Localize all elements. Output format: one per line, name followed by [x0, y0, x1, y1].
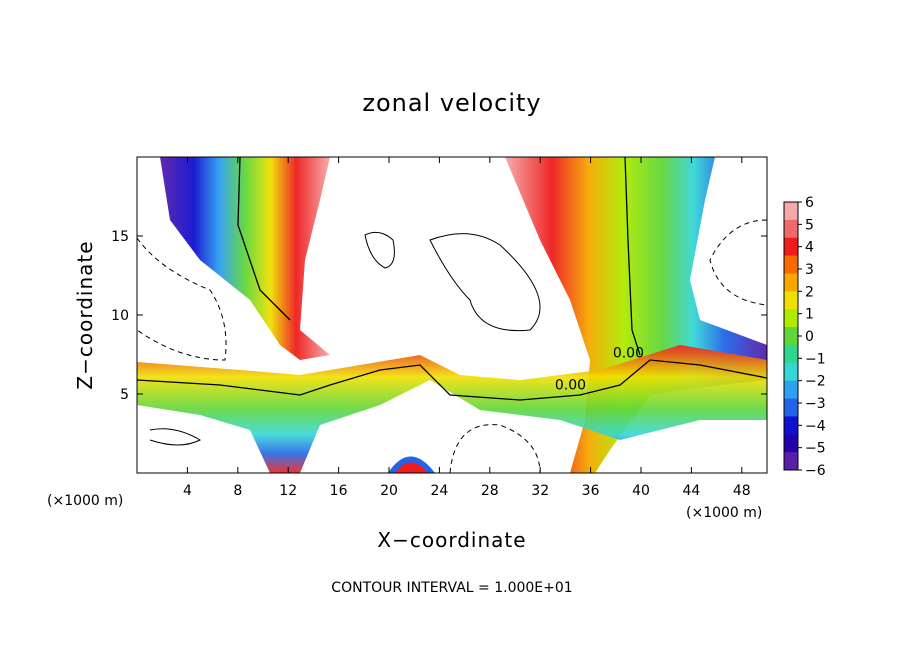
- colorbar-swatch: [784, 273, 798, 292]
- left-jet-band: [160, 157, 330, 360]
- colorbar-swatch: [784, 362, 798, 382]
- colorbar: 6 5 4 3 2 1 0 −1 −2 −3 −4 −5 −6: [783, 195, 826, 479]
- x-axis-ticks: 4 8 12 16 20 24 28 32 36 40 44 48: [183, 157, 751, 499]
- colorbar-swatch: [784, 434, 798, 453]
- contour-labels: 0.00 0.00: [555, 346, 644, 394]
- colorbar-swatch: [784, 344, 798, 364]
- contour-label: 0.00: [613, 346, 644, 362]
- x-tick-label: 48: [733, 483, 751, 499]
- x-tick-label: 32: [531, 483, 549, 499]
- x-tick-label: 36: [582, 483, 600, 499]
- colorbar-swatch: [784, 452, 798, 471]
- velocity-field: [137, 157, 767, 473]
- colorbar-tick-label: 2: [805, 284, 814, 300]
- y-axis-label: Z−coordinate: [73, 240, 97, 389]
- x-unit-left: (×1000 m): [47, 493, 123, 509]
- colorbar-swatch: [784, 237, 798, 257]
- x-tick-label: 20: [380, 483, 398, 499]
- y-axis-ticks: 5 10 15: [111, 229, 767, 403]
- colorbar-tick-label: 5: [805, 217, 814, 233]
- right-jet-band: [505, 157, 767, 473]
- colorbar-tick-label: −1: [805, 351, 826, 367]
- y-tick-label: 15: [111, 229, 129, 245]
- low-level-band: [137, 345, 767, 473]
- colorbar-tick-label: 6: [805, 195, 814, 211]
- x-unit-right: (×1000 m): [686, 505, 762, 521]
- x-tick-label: 4: [183, 483, 192, 499]
- colorbar-swatch: [784, 309, 798, 328]
- colorbar-swatch: [784, 255, 798, 274]
- colorbar-swatch: [784, 380, 798, 400]
- x-tick-label: 8: [233, 483, 242, 499]
- colorbar-swatch: [784, 327, 798, 346]
- colorbar-tick-label: 1: [805, 307, 814, 323]
- colorbar-tick-label: 0: [805, 329, 814, 345]
- colorbar-swatch: [784, 416, 798, 435]
- contour-label: 0.00: [555, 377, 586, 393]
- colorbar-swatch: [784, 398, 798, 417]
- colorbar-tick-label: 3: [805, 262, 814, 278]
- chart-title: zonal velocity: [362, 89, 541, 117]
- colorbar-tick-label: −4: [805, 418, 826, 434]
- colorbar-tick-label: −6: [805, 463, 826, 479]
- colorbar-swatch: [784, 202, 798, 221]
- colorbar-tick-label: −5: [805, 441, 826, 457]
- y-tick-label: 10: [111, 308, 129, 324]
- contour-interval-footer: CONTOUR INTERVAL = 1.000E+01: [331, 580, 572, 596]
- x-tick-label: 44: [682, 483, 700, 499]
- x-tick-label: 24: [430, 483, 448, 499]
- x-axis-label: X−coordinate: [377, 528, 526, 552]
- colorbar-tick-label: 4: [805, 240, 814, 256]
- colorbar-swatch: [784, 291, 798, 310]
- y-tick-label: 5: [120, 387, 129, 403]
- x-tick-label: 28: [481, 483, 499, 499]
- x-tick-label: 12: [279, 483, 297, 499]
- x-tick-label: 40: [632, 483, 650, 499]
- colorbar-swatch: [784, 219, 798, 239]
- colorbar-tick-label: −3: [805, 396, 826, 412]
- colorbar-tick-label: −2: [805, 374, 826, 390]
- x-tick-label: 16: [330, 483, 348, 499]
